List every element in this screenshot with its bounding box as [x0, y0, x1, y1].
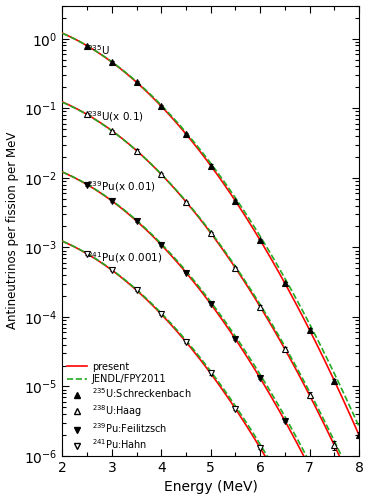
Text: $^{241}$Pu(x 0.001): $^{241}$Pu(x 0.001)	[87, 250, 163, 265]
Y-axis label: Antineutrinos per fission per MeV: Antineutrinos per fission per MeV	[6, 132, 18, 330]
Legend: present, JENDL/FPY2011, $^{235}$U:Schreckenbach, $^{238}$U:Haag, $^{239}$Pu:Feil: present, JENDL/FPY2011, $^{235}$U:Schrec…	[67, 362, 191, 451]
Text: $^{238}$U(x 0.1): $^{238}$U(x 0.1)	[87, 109, 144, 124]
Text: $^{235}$U: $^{235}$U	[87, 43, 110, 57]
X-axis label: Energy (MeV): Energy (MeV)	[164, 480, 258, 494]
Text: $^{239}$Pu(x 0.01): $^{239}$Pu(x 0.01)	[87, 180, 156, 194]
